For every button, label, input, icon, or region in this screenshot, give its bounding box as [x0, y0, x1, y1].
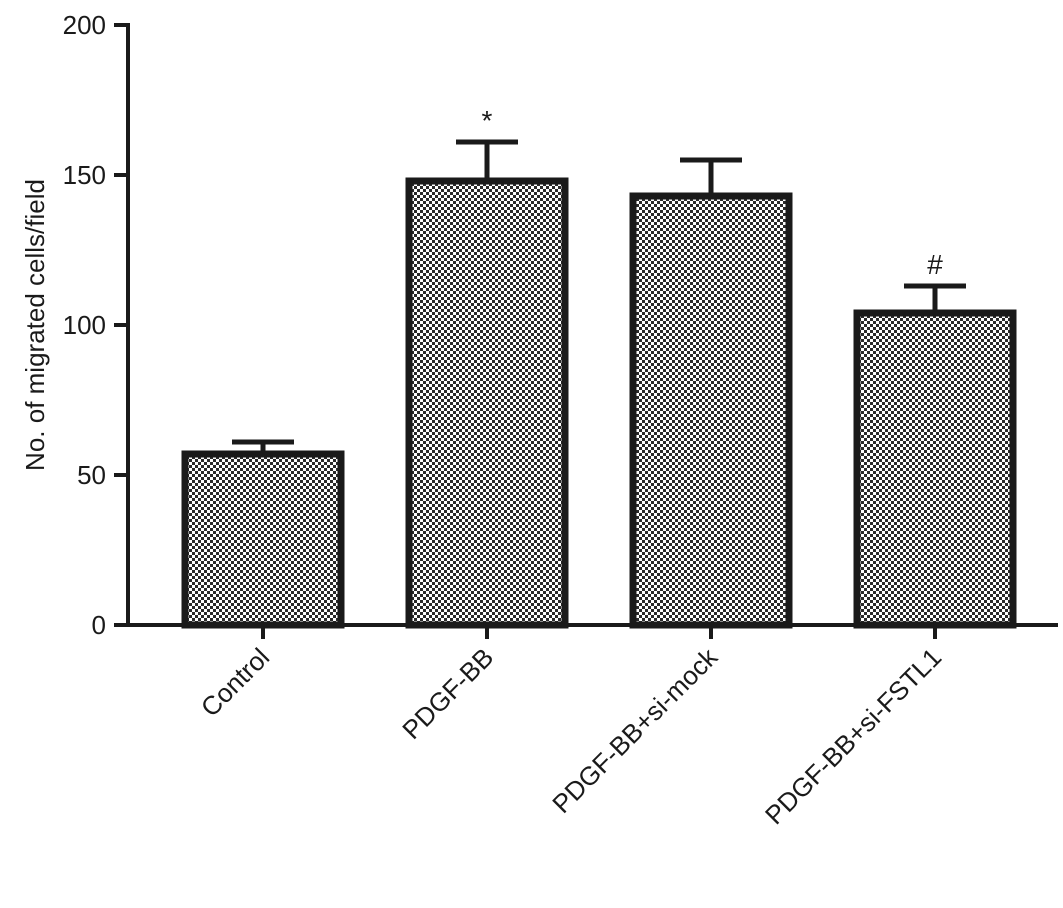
- y-axis: 0 50 100 150 200: [63, 10, 130, 640]
- category-label: Control: [195, 642, 275, 722]
- bar: [629, 192, 793, 629]
- y-tick-label: 200: [63, 10, 106, 40]
- bar: [405, 177, 569, 629]
- significance-marker: *: [482, 105, 493, 136]
- y-tick-label: 150: [63, 160, 106, 190]
- category-label: PDGF-BB+si-FSTL1: [759, 642, 947, 830]
- bar: [853, 309, 1017, 629]
- y-tick-label: 0: [92, 610, 106, 640]
- bars: *#: [181, 105, 1017, 629]
- y-tick-label: 100: [63, 310, 106, 340]
- bar: [181, 450, 345, 629]
- significance-marker: #: [927, 249, 943, 280]
- category-label: PDGF-BB+si-mock: [546, 641, 724, 819]
- y-tick-label: 50: [77, 460, 106, 490]
- y-axis-title: No. of migrated cells/field: [20, 179, 50, 471]
- x-axis: Control PDGF-BB PDGF-BB+si-mock PDGF-BB+si-…: [126, 623, 1058, 830]
- category-label: PDGF-BB: [396, 642, 499, 745]
